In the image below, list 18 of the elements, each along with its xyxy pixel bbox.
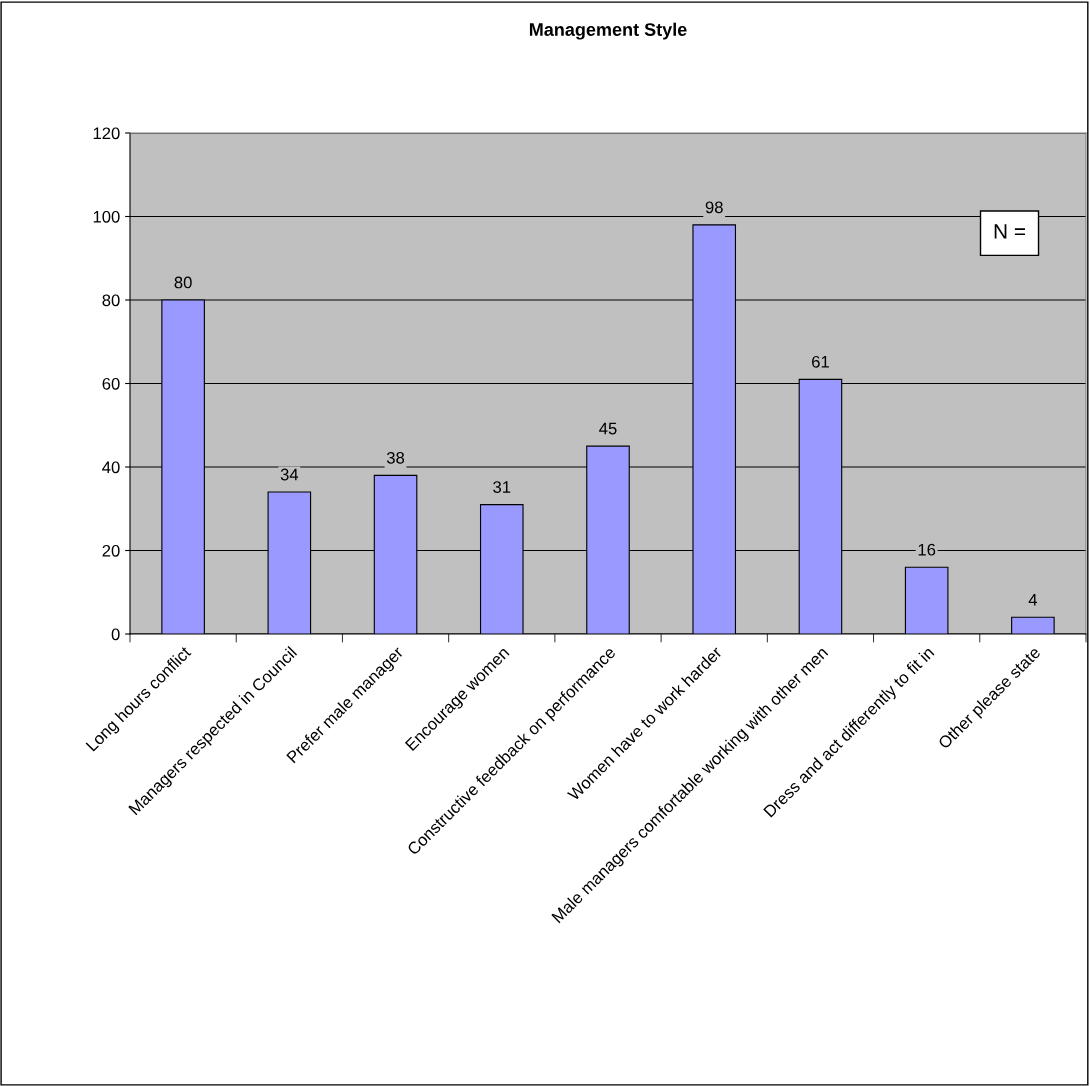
data-label: 98 (705, 201, 723, 214)
data-label: 4 (1028, 594, 1038, 606)
data-label: 45 (599, 422, 617, 435)
data-label: 34 (280, 468, 299, 481)
data-label: 80 (174, 276, 192, 289)
y-tick-label: 80 (102, 294, 120, 307)
data-label: 61 (812, 355, 829, 368)
y-tick-label: 100 (93, 210, 120, 223)
data-label: 16 (918, 543, 936, 556)
y-tick-label: 60 (102, 377, 120, 390)
y-tick-label: 0 (111, 628, 120, 641)
y-tick-label: 20 (102, 544, 120, 557)
y-tick-label: 120 (93, 127, 120, 140)
y-tick-label: 40 (102, 461, 120, 474)
data-label: 31 (493, 481, 511, 493)
chart-title: Management Style (529, 22, 687, 40)
data-label: 38 (386, 451, 405, 464)
annotation: N = (994, 224, 1025, 239)
